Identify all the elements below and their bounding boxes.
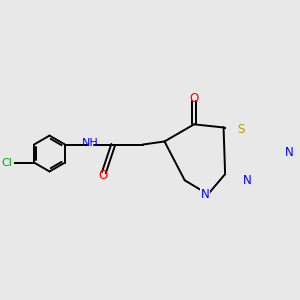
Text: N: N — [200, 188, 209, 202]
Text: Cl: Cl — [2, 158, 12, 167]
Text: O: O — [99, 169, 108, 182]
Text: NH: NH — [82, 138, 99, 148]
Text: N: N — [284, 146, 293, 159]
Text: S: S — [237, 122, 244, 136]
Text: N: N — [243, 174, 252, 187]
Text: O: O — [189, 92, 199, 105]
